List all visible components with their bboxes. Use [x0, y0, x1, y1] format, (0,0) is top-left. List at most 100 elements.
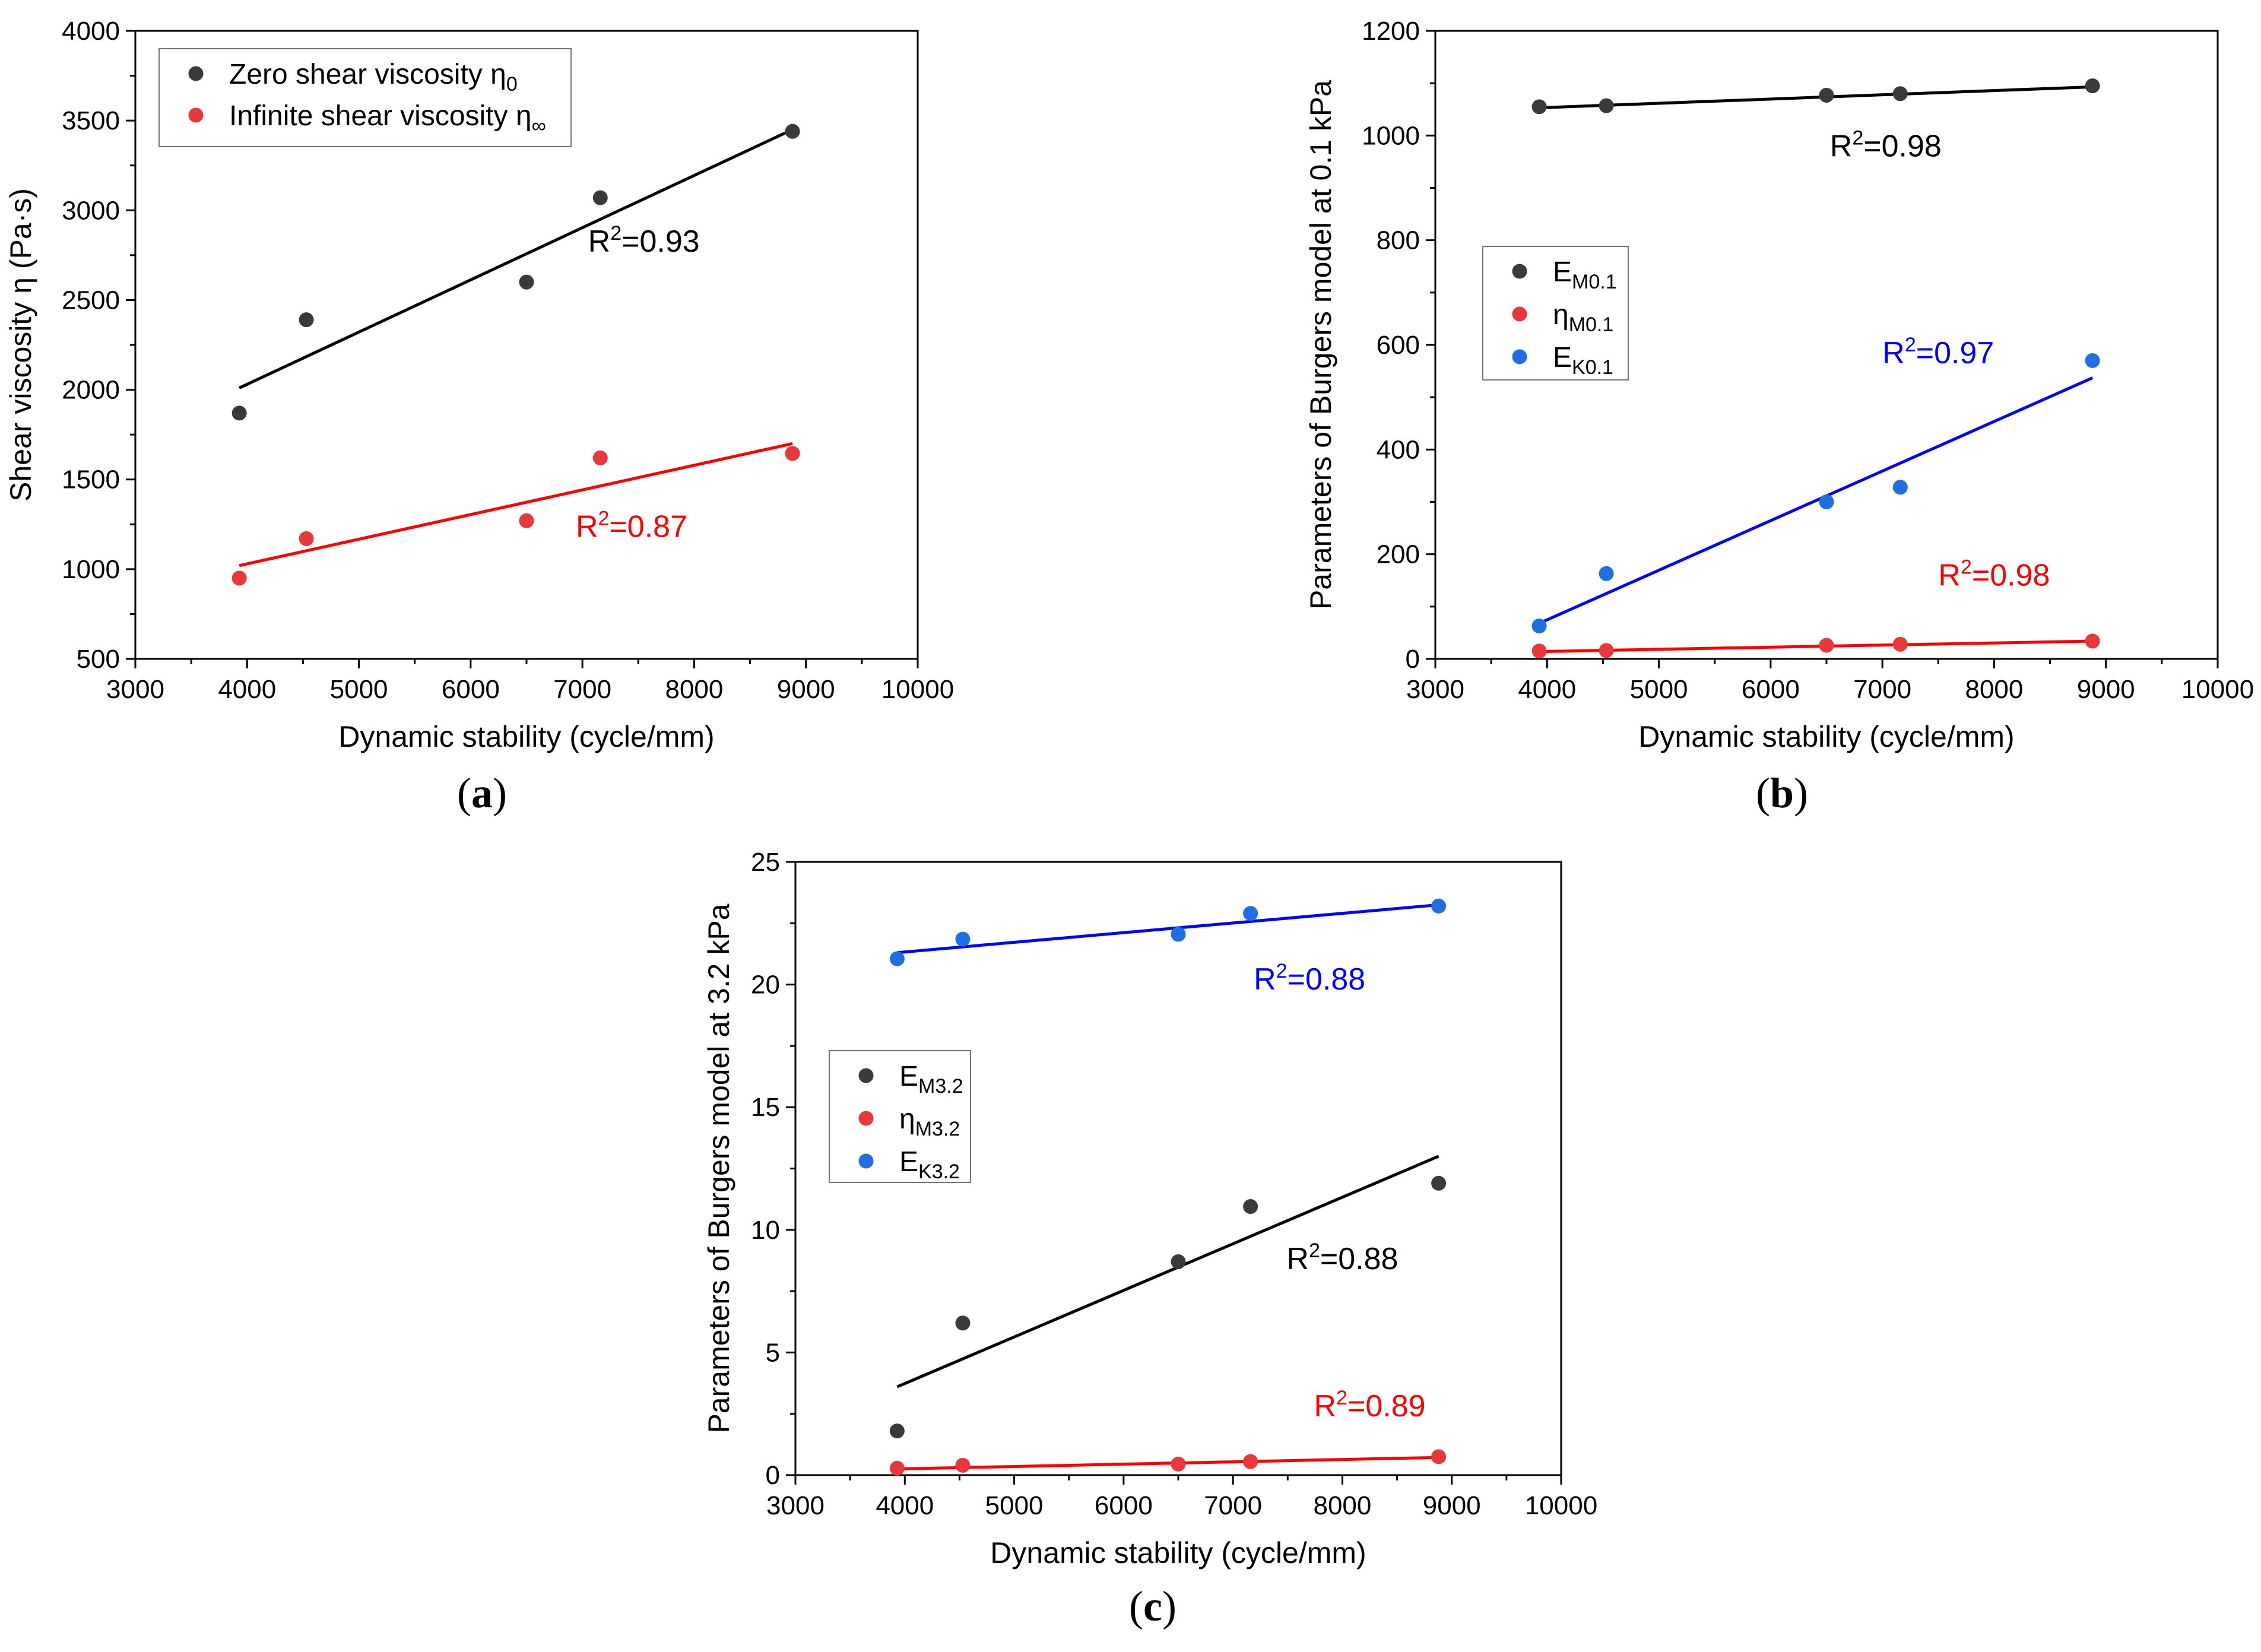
data-point-red [1171, 1456, 1186, 1472]
r2-letter: R [576, 509, 598, 544]
r2-superscript: 2 [1336, 1387, 1347, 1409]
r2-value: =0.98 [1972, 559, 2050, 593]
fit-line-black [896, 1155, 1439, 1388]
r2-superscript: 2 [1309, 1239, 1320, 1262]
data-point-blue [1819, 494, 1834, 509]
legend-name: E [899, 1061, 918, 1092]
x-tick-label: 3000 [766, 1491, 825, 1520]
caption-open-paren: ( [1756, 769, 1770, 817]
y-tick-label: 5 [766, 1338, 780, 1367]
y-tick-label: 1500 [62, 465, 120, 494]
legend-entry: EK3.2 [899, 1146, 960, 1183]
legend-marker-blue [1512, 349, 1527, 364]
x-tick-label: 5000 [1630, 675, 1688, 704]
data-point-black [299, 312, 314, 328]
y-tick-label: 1200 [1362, 17, 1420, 46]
r2-value: =0.93 [621, 224, 700, 259]
legend-subscript: 0 [506, 73, 518, 96]
data-point-black [2085, 78, 2100, 94]
data-point-blue [1892, 480, 1908, 495]
data-point-red [1599, 643, 1614, 658]
y-tick-label: 20 [751, 971, 780, 1000]
y-tick-label: 2500 [62, 286, 120, 315]
data-point-black [955, 1315, 971, 1331]
x-tick-label: 5000 [330, 675, 388, 704]
y-axis-title: Parameters of Burgers model at 3.2 kPa [702, 903, 735, 1433]
caption-letter: c [1143, 1583, 1162, 1630]
data-point-black [1531, 99, 1547, 115]
y-tick-label: 10 [751, 1216, 780, 1245]
panel-caption: (b) [1756, 769, 1808, 817]
legend-marker-black [188, 66, 204, 81]
data-point-blue [1531, 618, 1547, 633]
legend-marker-black [1512, 264, 1527, 279]
legend-subscript: M3.2 [915, 1118, 960, 1140]
y-tick-label: 1000 [62, 555, 120, 584]
legend-name: Infinite shear viscosity η [229, 100, 532, 132]
r-squared-label: R2=0.87 [576, 507, 687, 544]
r2-letter: R [1938, 559, 1961, 593]
data-point-red [1431, 1449, 1447, 1464]
r2-value: =0.88 [1320, 1242, 1399, 1276]
data-point-blue [1431, 898, 1447, 914]
x-tick-label: 5000 [985, 1491, 1044, 1520]
r2-value: =0.88 [1288, 962, 1366, 997]
data-point-red [299, 531, 314, 546]
legend-subscript: K3.2 [918, 1160, 960, 1183]
legend-marker-red [188, 107, 204, 123]
fit-line-red [239, 442, 793, 567]
x-tick-label: 10000 [1525, 1491, 1597, 1520]
fit-line-blue [1539, 376, 2094, 625]
r-squared-label: R2=0.98 [1830, 127, 1942, 164]
legend-entry: ηM3.2 [899, 1104, 960, 1140]
legend-name: η [899, 1104, 915, 1135]
y-tick-label: 1000 [1362, 121, 1420, 150]
x-tick-label: 4000 [218, 675, 276, 704]
legend-box [829, 1050, 971, 1183]
legend: Zero shear viscosity η0 Infinite shear vi… [158, 48, 572, 147]
legend-subscript: K0.1 [1572, 356, 1613, 379]
panel-caption: (c) [1129, 1583, 1177, 1630]
data-point-red [785, 446, 800, 461]
x-tick-label: 9000 [2077, 675, 2135, 704]
r-squared-label: R2=0.88 [1254, 960, 1365, 997]
x-tick-label: 9000 [777, 675, 835, 704]
caption-close-paren: ) [1794, 769, 1808, 817]
x-tick-label: 3000 [1406, 675, 1464, 704]
r2-letter: R [1830, 129, 1853, 164]
x-axis-title: Dynamic stability (cycle/mm) [1638, 720, 2014, 753]
data-point-red [2085, 633, 2100, 649]
legend-entry: Infinite shear viscosity η∞ [229, 100, 546, 137]
legend-box [1482, 246, 1629, 381]
x-tick-label: 10000 [2181, 675, 2254, 704]
data-point-black [1171, 1254, 1186, 1270]
data-point-red [592, 450, 608, 465]
y-tick-label: 3000 [62, 196, 120, 225]
caption-close-paren: ) [1162, 1583, 1177, 1630]
legend-entry: ηM0.1 [1553, 299, 1613, 336]
r-squared-label: R2=0.97 [1882, 334, 1994, 370]
fit-line-red [1539, 639, 2093, 654]
data-point-black [1243, 1199, 1258, 1215]
data-point-red [889, 1460, 905, 1476]
data-point-blue [1243, 906, 1258, 921]
legend-name: η [1553, 299, 1569, 331]
r2-superscript: 2 [1961, 556, 1972, 579]
y-tick-label: 2000 [62, 376, 120, 405]
chart-b: 3000 4000 5000 6000 7000 8000 9000 10000 0 200 400… [1304, 17, 2254, 817]
legend-name: E [1553, 256, 1572, 288]
y-tick-label: 400 [1377, 435, 1420, 464]
y-tick-label: 500 [77, 645, 120, 674]
legend-subscript: ∞ [532, 115, 546, 137]
fit-line-black [239, 128, 794, 389]
r2-letter: R [1254, 962, 1276, 997]
r2-superscript: 2 [598, 507, 610, 529]
chart-a: 3000 4000 5000 6000 7000 8000 9000 100005001000… [4, 17, 954, 817]
x-tick-label: 6000 [442, 675, 500, 704]
data-point-red [1531, 643, 1547, 659]
caption-open-paren: ( [1129, 1583, 1143, 1630]
legend-subscript: M0.1 [1569, 313, 1614, 336]
r2-value: =0.87 [609, 509, 687, 544]
x-tick-label: 7000 [553, 675, 611, 704]
